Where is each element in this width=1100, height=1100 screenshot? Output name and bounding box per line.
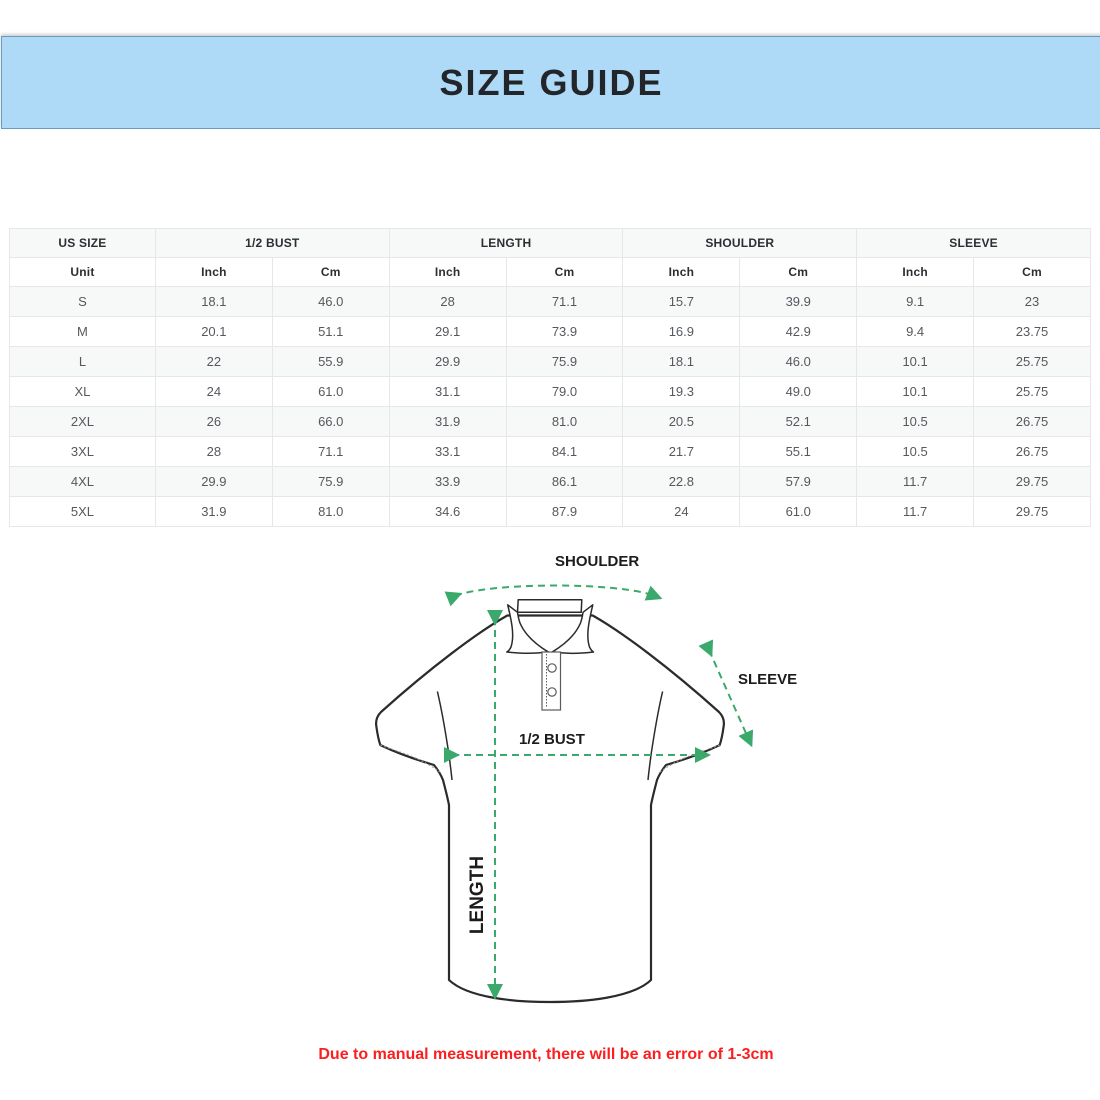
svg-text:SLEEVE: SLEEVE [738, 671, 797, 688]
svg-text:SHOULDER: SHOULDER [555, 553, 639, 570]
svg-text:Due to manual measurement, the: Due to manual measurement, there will be… [318, 1046, 773, 1063]
